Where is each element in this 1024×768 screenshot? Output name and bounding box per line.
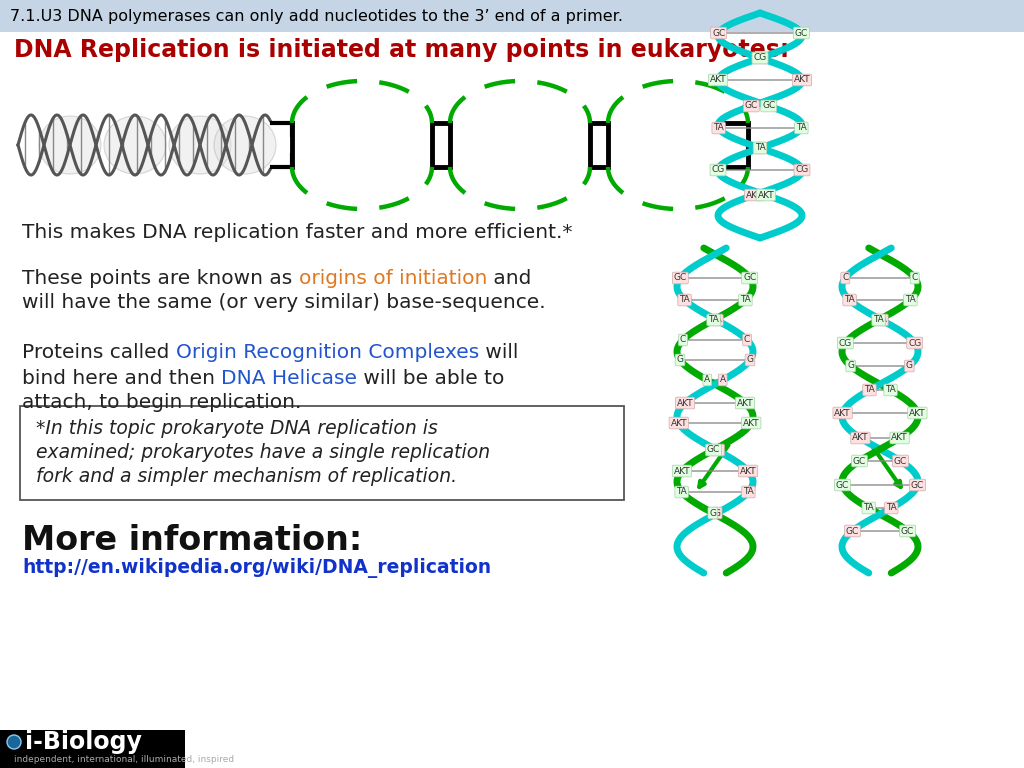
Text: TA: TA xyxy=(885,386,896,395)
Text: TA: TA xyxy=(873,316,884,325)
Text: DNA Replication is initiated at many points in eukaryotes:: DNA Replication is initiated at many poi… xyxy=(14,38,790,62)
Text: G: G xyxy=(714,508,721,518)
Text: GC: GC xyxy=(707,445,720,455)
Text: More information:: More information: xyxy=(22,524,362,557)
Text: *In this topic prokaryote DNA replication is: *In this topic prokaryote DNA replicatio… xyxy=(36,419,437,438)
Text: C: C xyxy=(744,336,751,345)
Text: AKT: AKT xyxy=(891,433,908,442)
Text: TA: TA xyxy=(743,488,754,496)
Text: fork and a simpler mechanism of replication.: fork and a simpler mechanism of replicat… xyxy=(36,466,457,485)
FancyBboxPatch shape xyxy=(20,406,624,500)
Text: TA: TA xyxy=(711,316,722,325)
Text: and: and xyxy=(487,269,531,287)
Text: GC: GC xyxy=(901,527,914,535)
Text: http://en.wikipedia.org/wiki/DNA_replication: http://en.wikipedia.org/wiki/DNA_replica… xyxy=(22,558,492,578)
Text: TA: TA xyxy=(886,504,897,512)
Text: A: A xyxy=(705,376,711,385)
Text: GC: GC xyxy=(911,481,924,489)
Text: C: C xyxy=(842,273,849,283)
Ellipse shape xyxy=(169,116,231,174)
Text: GC: GC xyxy=(853,456,866,465)
Text: TA: TA xyxy=(709,316,719,325)
Text: GC: GC xyxy=(674,273,687,283)
Text: DNA Helicase: DNA Helicase xyxy=(221,369,357,388)
Ellipse shape xyxy=(39,116,101,174)
Text: AKT: AKT xyxy=(739,466,757,475)
Bar xyxy=(0,730,185,768)
Circle shape xyxy=(7,735,22,749)
Text: TA: TA xyxy=(714,124,724,133)
Text: examined; prokaryotes have a single replication: examined; prokaryotes have a single repl… xyxy=(36,442,490,462)
Text: G: G xyxy=(746,356,754,365)
Text: AKT: AKT xyxy=(835,409,851,418)
Ellipse shape xyxy=(214,116,276,174)
Text: attach, to begin replication.: attach, to begin replication. xyxy=(22,393,301,412)
Text: TA: TA xyxy=(755,144,765,153)
Text: AKT: AKT xyxy=(671,419,687,428)
Text: bind here and then: bind here and then xyxy=(22,369,221,388)
Text: G: G xyxy=(677,356,683,365)
Text: Proteins called: Proteins called xyxy=(22,343,176,362)
Text: AKT: AKT xyxy=(852,433,868,442)
Text: TA: TA xyxy=(679,296,690,304)
Text: CG: CG xyxy=(754,54,767,62)
Text: TA: TA xyxy=(676,488,687,496)
Text: A: A xyxy=(720,376,726,385)
Text: CG: CG xyxy=(908,339,922,347)
Text: GC: GC xyxy=(744,101,758,111)
Text: C: C xyxy=(680,336,686,345)
Text: GC: GC xyxy=(710,445,723,455)
Text: C: C xyxy=(911,273,918,283)
Text: AKT: AKT xyxy=(674,466,690,475)
Text: will have the same (or very similar) base-sequence.: will have the same (or very similar) bas… xyxy=(22,293,546,313)
Text: AKT: AKT xyxy=(758,190,774,200)
Text: GC: GC xyxy=(846,527,859,535)
Text: AKT: AKT xyxy=(710,75,726,84)
Text: i-Biology: i-Biology xyxy=(25,730,142,754)
Text: TA: TA xyxy=(755,144,765,153)
Text: Origin Recognition Complexes: Origin Recognition Complexes xyxy=(176,343,479,362)
Text: AKT: AKT xyxy=(794,75,810,84)
Text: GC: GC xyxy=(836,481,849,489)
Text: TA: TA xyxy=(864,386,874,395)
Text: These points are known as: These points are known as xyxy=(22,269,299,287)
Text: AKT: AKT xyxy=(745,190,763,200)
Text: TA: TA xyxy=(905,296,915,304)
Text: TA: TA xyxy=(740,296,751,304)
Text: will be able to: will be able to xyxy=(357,369,505,388)
Text: AKT: AKT xyxy=(909,409,926,418)
Text: origins of initiation: origins of initiation xyxy=(299,269,487,287)
Text: GC: GC xyxy=(762,101,775,111)
Text: 7.1.U3 DNA polymerases can only add nucleotides to the 3’ end of a primer.: 7.1.U3 DNA polymerases can only add nucl… xyxy=(10,8,623,24)
Text: AKT: AKT xyxy=(736,399,754,408)
Text: AKT: AKT xyxy=(677,399,693,408)
Text: G: G xyxy=(710,508,716,518)
Text: GC: GC xyxy=(795,28,808,38)
Text: CG: CG xyxy=(796,165,809,174)
Text: G: G xyxy=(847,362,854,370)
Text: GC: GC xyxy=(743,273,757,283)
Text: TA: TA xyxy=(877,316,887,325)
Text: CG: CG xyxy=(839,339,852,347)
Text: AKT: AKT xyxy=(743,419,760,428)
Text: TA: TA xyxy=(844,296,855,304)
Text: This makes DNA replication faster and more efficient.*: This makes DNA replication faster and mo… xyxy=(22,223,572,243)
Bar xyxy=(0,0,1024,32)
Text: G: G xyxy=(906,362,912,370)
Text: TA: TA xyxy=(863,504,874,512)
Text: will: will xyxy=(479,343,518,362)
Text: independent, international, illuminated, inspired: independent, international, illuminated,… xyxy=(14,754,234,763)
Text: GC: GC xyxy=(894,456,907,465)
Text: CG: CG xyxy=(712,165,725,174)
Text: GC: GC xyxy=(712,28,725,38)
Ellipse shape xyxy=(104,116,166,174)
Text: TA: TA xyxy=(796,124,807,133)
Text: CG: CG xyxy=(754,54,767,62)
